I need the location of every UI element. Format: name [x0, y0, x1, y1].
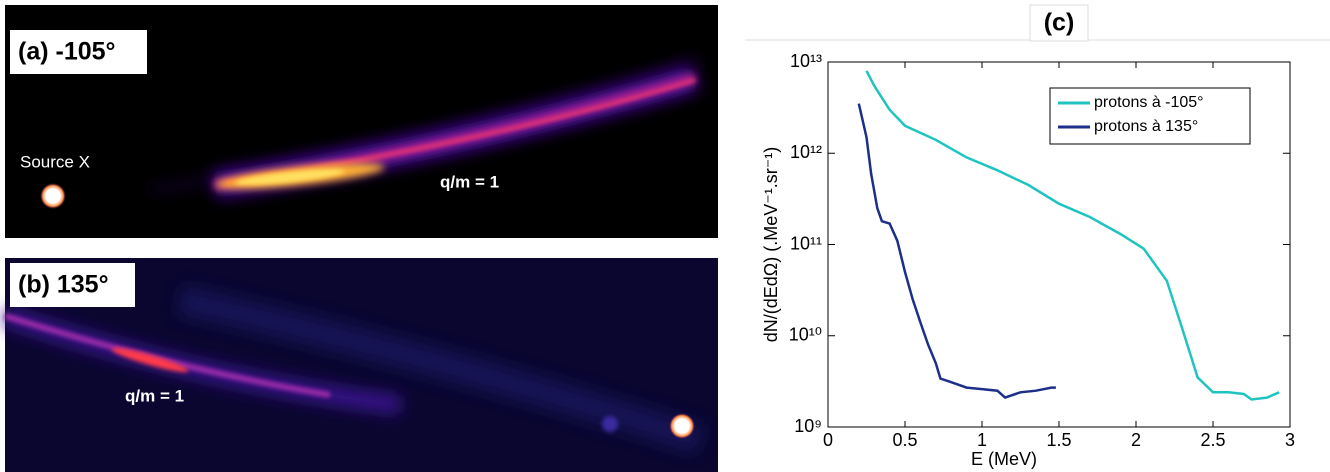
legend-box — [1049, 87, 1251, 145]
x-tick-label: 2 — [1131, 430, 1141, 450]
label-box — [10, 30, 147, 74]
annotation: q/m = 1 — [125, 386, 184, 405]
y-tick-label: 10¹¹ — [790, 233, 822, 253]
faint-spot — [602, 416, 618, 432]
faint-trace — [176, 285, 705, 455]
x-tick-label: 1.5 — [1046, 430, 1071, 450]
y-tick-label: 10¹² — [790, 142, 822, 162]
series-line — [865, 70, 1280, 401]
panel-a: (a) -105° Source X q/m = 1 — [5, 5, 718, 238]
x-tick-label: 1 — [977, 430, 987, 450]
x-tick-label: 3 — [1285, 430, 1295, 450]
hot-core — [235, 169, 345, 185]
series-line — [857, 103, 1056, 400]
label-box — [1029, 4, 1089, 42]
y-axis-label: dN/(dEdΩ) (.MeV⁻¹.sr⁻¹) — [761, 147, 781, 342]
panel-label: (a) -105° — [18, 38, 116, 66]
panel-b: (b) 135° q/m = 1 — [2, 258, 718, 472]
x-tick-label: 2.5 — [1200, 430, 1225, 450]
y-tick-label: 10¹³ — [790, 51, 822, 71]
y-tick-label: 10¹⁰ — [789, 325, 822, 345]
chart: 0 0.5 1 1.5 2 2.5 3 10⁹ 10¹⁰ 10¹¹ 10¹² 10¹³ E (MeV) d… — [761, 51, 1295, 469]
x-tick-label: 0.5 — [892, 430, 917, 450]
source-label: Source X — [20, 152, 90, 171]
panel-label: (b) 135° — [18, 271, 109, 299]
annotation: q/m = 1 — [440, 172, 499, 191]
hot-spot — [111, 347, 189, 373]
source-spot — [40, 183, 66, 209]
panel-label: (c) — [1044, 9, 1075, 37]
x-axis-label: E (MeV) — [971, 449, 1037, 469]
label-box — [10, 263, 135, 307]
x-tick-label: 0 — [823, 430, 833, 450]
source-spot — [669, 413, 695, 439]
legend-label: protons à 135° — [1094, 118, 1198, 135]
legend-label: protons à -105° — [1094, 94, 1204, 111]
y-tick-label: 10⁹ — [794, 416, 822, 436]
